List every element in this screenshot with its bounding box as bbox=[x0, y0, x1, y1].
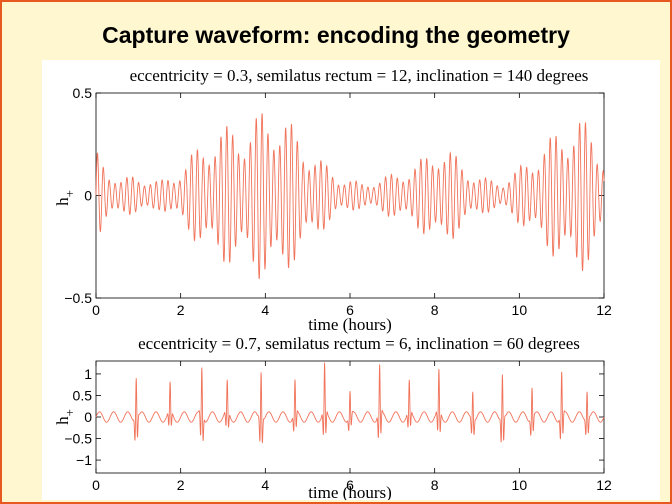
xtick-label: 12 bbox=[596, 477, 612, 493]
xtick-label: 2 bbox=[177, 477, 185, 493]
top-plot-ylabel: h+ bbox=[53, 190, 77, 206]
bottom-plot-title: eccentricity = 0.7, semilatus rectum = 6… bbox=[138, 334, 580, 353]
bottom-plot-ylabel: h+ bbox=[53, 409, 77, 425]
bottom-plot-xlabel: time (hours) bbox=[308, 483, 392, 500]
bottom-plot-waveform bbox=[95, 362, 605, 444]
ytick-label: 1 bbox=[84, 366, 92, 382]
ytick-label: 0 bbox=[84, 409, 92, 425]
plot-panel: eccentricity = 0.3, semilatus rectum = 1… bbox=[42, 60, 660, 500]
svg-text:h+: h+ bbox=[53, 190, 77, 206]
top-plot-waveform bbox=[95, 113, 605, 280]
ytick-label: 0 bbox=[84, 188, 92, 204]
xtick-label: 0 bbox=[92, 302, 100, 318]
slide-title: Capture waveform: encoding the geometry bbox=[102, 22, 570, 48]
xtick-label: 0 bbox=[92, 477, 100, 493]
top-plot-xlabel: time (hours) bbox=[308, 315, 392, 334]
ytick-label: 0.5 bbox=[73, 85, 93, 101]
top-plot-ylabel-sub: + bbox=[62, 190, 77, 197]
top-plot-title: eccentricity = 0.3, semilatus rectum = 1… bbox=[130, 66, 589, 85]
xtick-label: 8 bbox=[431, 302, 439, 318]
bottom-plot-xticks: 0 2 4 6 8 10 12 bbox=[92, 361, 612, 493]
xtick-label: 2 bbox=[177, 302, 185, 318]
top-plot-ylabel-main: h bbox=[53, 197, 72, 206]
xtick-label: 6 bbox=[346, 302, 354, 318]
ytick-label: −0.5 bbox=[64, 431, 92, 447]
xtick-label: 10 bbox=[512, 302, 528, 318]
ytick-label: −0.5 bbox=[64, 290, 92, 306]
top-plot-yticks: −0.5 0 0.5 bbox=[64, 85, 604, 306]
xtick-label: 12 bbox=[596, 302, 612, 318]
ytick-label: −1 bbox=[76, 452, 92, 468]
xtick-label: 10 bbox=[512, 477, 528, 493]
ytick-label: 0.5 bbox=[73, 387, 93, 403]
bottom-plot: eccentricity = 0.7, semilatus rectum = 6… bbox=[53, 334, 612, 500]
top-plot-xticks: 0 2 4 6 8 10 12 bbox=[92, 93, 612, 318]
xtick-label: 8 bbox=[431, 477, 439, 493]
xtick-label: 4 bbox=[261, 477, 269, 493]
svg-text:h+: h+ bbox=[53, 409, 77, 425]
top-plot: eccentricity = 0.3, semilatus rectum = 1… bbox=[53, 66, 612, 334]
waveform-figure: eccentricity = 0.3, semilatus rectum = 1… bbox=[53, 66, 612, 500]
xtick-label: 4 bbox=[261, 302, 269, 318]
xtick-label: 6 bbox=[346, 477, 354, 493]
bottom-plot-ylabel-main: h bbox=[53, 416, 72, 425]
bottom-plot-yticks: −1 −0.5 0 0.5 1 bbox=[64, 366, 604, 468]
bottom-plot-ylabel-sub: + bbox=[62, 409, 77, 416]
